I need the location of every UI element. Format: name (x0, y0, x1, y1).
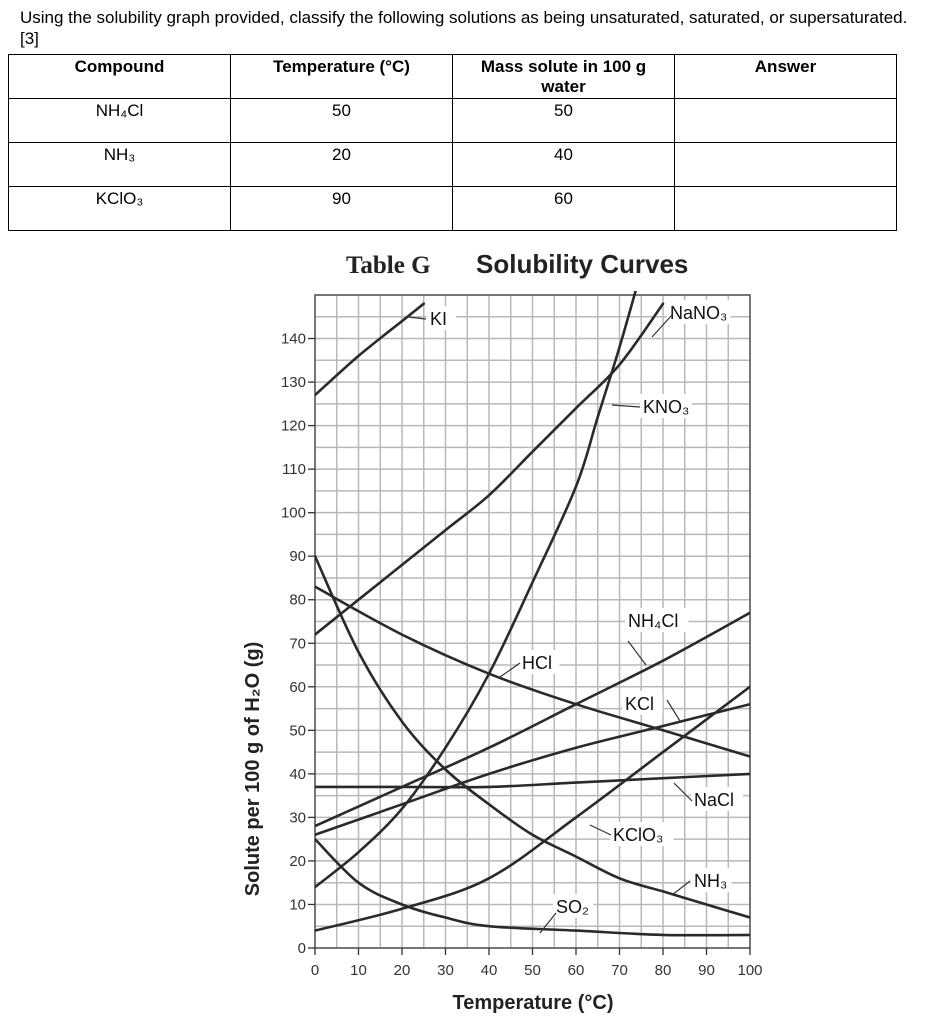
cell-compound: NH₃ (8, 142, 231, 187)
curve-label-pointer (539, 912, 557, 934)
chart-curve-labels: KI NaNO₃ KNO₃ NH₄Cl KCl HCl NaCl KClO₃ NH₃ SO₂ (407, 300, 743, 934)
header-temperature: Temperature (°C) (230, 54, 453, 99)
curve-label-pointer (651, 314, 673, 338)
curve-nh4cl (315, 611, 750, 828)
curve-label-background (691, 868, 732, 892)
cell-answer[interactable] (674, 142, 897, 187)
x-tick-label: 80 (655, 962, 672, 979)
curve-label-nano3: NaNO₃ (670, 303, 727, 323)
y-tick-label: 20 (289, 853, 306, 870)
cell-temperature: 50 (230, 98, 453, 143)
table-header-row: Compound Temperature (°C) Mass solute in… (8, 54, 897, 99)
solubility-chart: Table G Solubility Curves 0 10 20 30 40 50 60 7… (242, 249, 763, 1014)
table-row: KClO₃ 90 60 (8, 186, 897, 231)
cell-temperature: 20 (230, 142, 453, 187)
x-axis-label: Temperature (°C) (453, 992, 614, 1014)
y-tick-label: 0 (298, 940, 306, 957)
curve-nh3 (315, 554, 750, 919)
cell-mass: 60 (452, 186, 675, 231)
x-tick-label: 50 (524, 962, 541, 979)
curve-label-nh4cl: NH₄Cl (628, 611, 678, 631)
cell-mass: 50 (452, 98, 675, 143)
y-tick-label: 60 (289, 679, 306, 696)
cell-mass: 40 (452, 142, 675, 187)
curve-kcl (315, 702, 750, 837)
y-tick-label: 70 (289, 635, 306, 652)
curve-label-background (610, 822, 674, 846)
y-tick-label: 80 (289, 592, 306, 609)
y-tick-label: 90 (289, 548, 306, 565)
curve-label-background (427, 306, 456, 330)
x-tick-label: 100 (737, 962, 762, 979)
x-tick-label: 20 (394, 962, 411, 979)
curve-kno3 (315, 291, 637, 889)
x-tick-label: 40 (481, 962, 498, 979)
x-tick-label: 0 (311, 962, 319, 979)
curve-hcl (315, 585, 750, 758)
curve-label-pointer (611, 404, 641, 408)
curve-so2 (315, 837, 750, 937)
curve-label-nh3: NH₃ (694, 871, 727, 891)
curve-label-background (519, 650, 560, 674)
curve-label-pointer (499, 662, 521, 678)
x-tick-label: 10 (350, 962, 367, 979)
chart-ticks: 0 10 20 30 40 50 60 70 80 90 100 0 10 20 30 40 50 60 70 80 9… (281, 331, 763, 979)
curve-ki (315, 302, 426, 397)
cell-temperature: 90 (230, 186, 453, 231)
y-tick-label: 120 (281, 418, 306, 435)
cell-compound: KClO₃ (8, 186, 231, 231)
curve-label-background (691, 787, 743, 811)
curve-label-kno3: KNO₃ (643, 397, 689, 417)
chart-title-prefix: Table G (346, 252, 431, 279)
curve-label-background (553, 894, 594, 918)
curve-label-pointer (673, 782, 693, 802)
curve-label-hcl: HCl (522, 653, 552, 673)
x-tick-label: 90 (698, 962, 715, 979)
x-tick-label: 30 (437, 962, 454, 979)
curve-label-background (625, 608, 689, 632)
y-tick-label: 100 (281, 505, 306, 522)
curve-label-pointer (671, 880, 691, 896)
curve-kclo3 (315, 685, 750, 932)
y-tick-label: 130 (281, 374, 306, 391)
curve-label-pointer (666, 699, 681, 722)
curve-label-background (622, 691, 663, 715)
table-row: NH₃ 20 40 (8, 142, 897, 187)
curve-label-pointer (627, 640, 647, 666)
question-text: Using the solubility graph provided, cla… (20, 8, 908, 48)
y-axis-label: Solute per 100 g of H₂O (g) (242, 642, 264, 896)
x-tick-label: 70 (611, 962, 628, 979)
y-tick-label: 50 (289, 722, 306, 739)
curve-label-background (667, 300, 731, 324)
y-tick-label: 40 (289, 766, 306, 783)
cell-answer[interactable] (674, 98, 897, 143)
curve-label-ki: KI (430, 309, 447, 329)
y-tick-label: 140 (281, 331, 306, 348)
y-tick-label: 10 (289, 896, 306, 913)
curve-label-so2: SO₂ (556, 897, 589, 917)
curve-label-background (640, 394, 692, 418)
curve-label-nacl: NaCl (694, 790, 734, 810)
solubility-table: Compound Temperature (°C) Mass solute in… (8, 54, 897, 231)
y-tick-label: 110 (282, 461, 306, 478)
header-mass: Mass solute in 100 g water (452, 54, 675, 99)
chart-title: Solubility Curves (476, 249, 688, 279)
curve-label-kclo3: KClO₃ (613, 825, 663, 845)
curve-label-kcl: KCl (625, 694, 654, 714)
y-tick-label: 30 (289, 809, 306, 826)
header-answer: Answer (674, 54, 897, 99)
cell-compound: NH₄Cl (8, 98, 231, 143)
table-row: NH₄Cl 50 50 (8, 98, 897, 143)
curve-label-pointer (589, 824, 612, 836)
x-tick-label: 60 (568, 962, 585, 979)
header-compound: Compound (8, 54, 231, 99)
curve-label-pointer (407, 316, 427, 320)
cell-answer[interactable] (674, 186, 897, 231)
curve-nacl (315, 772, 750, 789)
chart-curves (315, 291, 750, 937)
